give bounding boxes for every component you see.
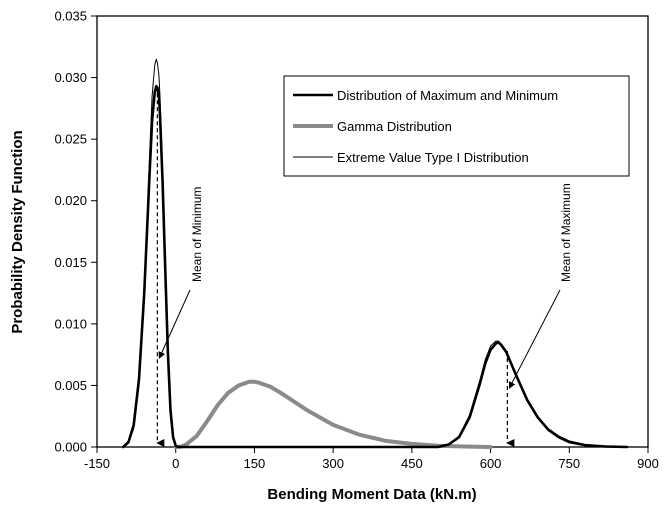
y-tick-label: 0.000 <box>54 440 87 455</box>
series-line-thin-black <box>122 58 628 448</box>
annotation-mean-maximum: Mean of Maximum <box>559 183 573 282</box>
x-tick-label: 600 <box>480 456 502 471</box>
tick-labels: -150 0 150 300 450 600 750 900 0.000 0.005 0.010 0.… <box>54 9 658 472</box>
y-tick-label: 0.010 <box>54 316 87 331</box>
legend-label-max-min: Distribution of Maximum and Minimum <box>337 88 558 103</box>
x-axis-title: Bending Moment Data (kN.m) <box>267 486 476 503</box>
x-tick-label: 450 <box>401 456 423 471</box>
series-line-thick-gray <box>173 379 493 449</box>
mean-minimum-pointer <box>158 289 191 359</box>
legend: Distribution of Maximum and Minimum Gamm… <box>283 75 630 177</box>
x-tick-label: -150 <box>84 456 110 471</box>
x-tick-label: 300 <box>322 456 344 471</box>
legend-label-ev1: Extreme Value Type I Distribution <box>337 150 529 165</box>
legend-box <box>283 75 630 177</box>
y-axis-title: Probability Density Function <box>9 130 26 333</box>
y-tick-label: 0.015 <box>54 255 87 270</box>
annotations-layer <box>156 86 561 447</box>
legend-label-gamma: Gamma Distribution <box>337 119 452 134</box>
x-tick-label: 750 <box>558 456 580 471</box>
y-tick-label: 0.025 <box>54 132 87 147</box>
series-layer <box>121 58 629 449</box>
mean-maximum-pointer <box>508 289 561 389</box>
y-tick-label: 0.020 <box>54 193 87 208</box>
y-tick-label: 0.005 <box>54 378 87 393</box>
x-tick-label: 0 <box>172 456 179 471</box>
x-tick-label: 900 <box>637 456 659 471</box>
annotation-mean-minimum: Mean of Minimum <box>190 187 204 282</box>
x-tick-label: 150 <box>244 456 266 471</box>
y-tick-label: 0.030 <box>54 70 87 85</box>
y-tick-label: 0.035 <box>54 9 87 24</box>
